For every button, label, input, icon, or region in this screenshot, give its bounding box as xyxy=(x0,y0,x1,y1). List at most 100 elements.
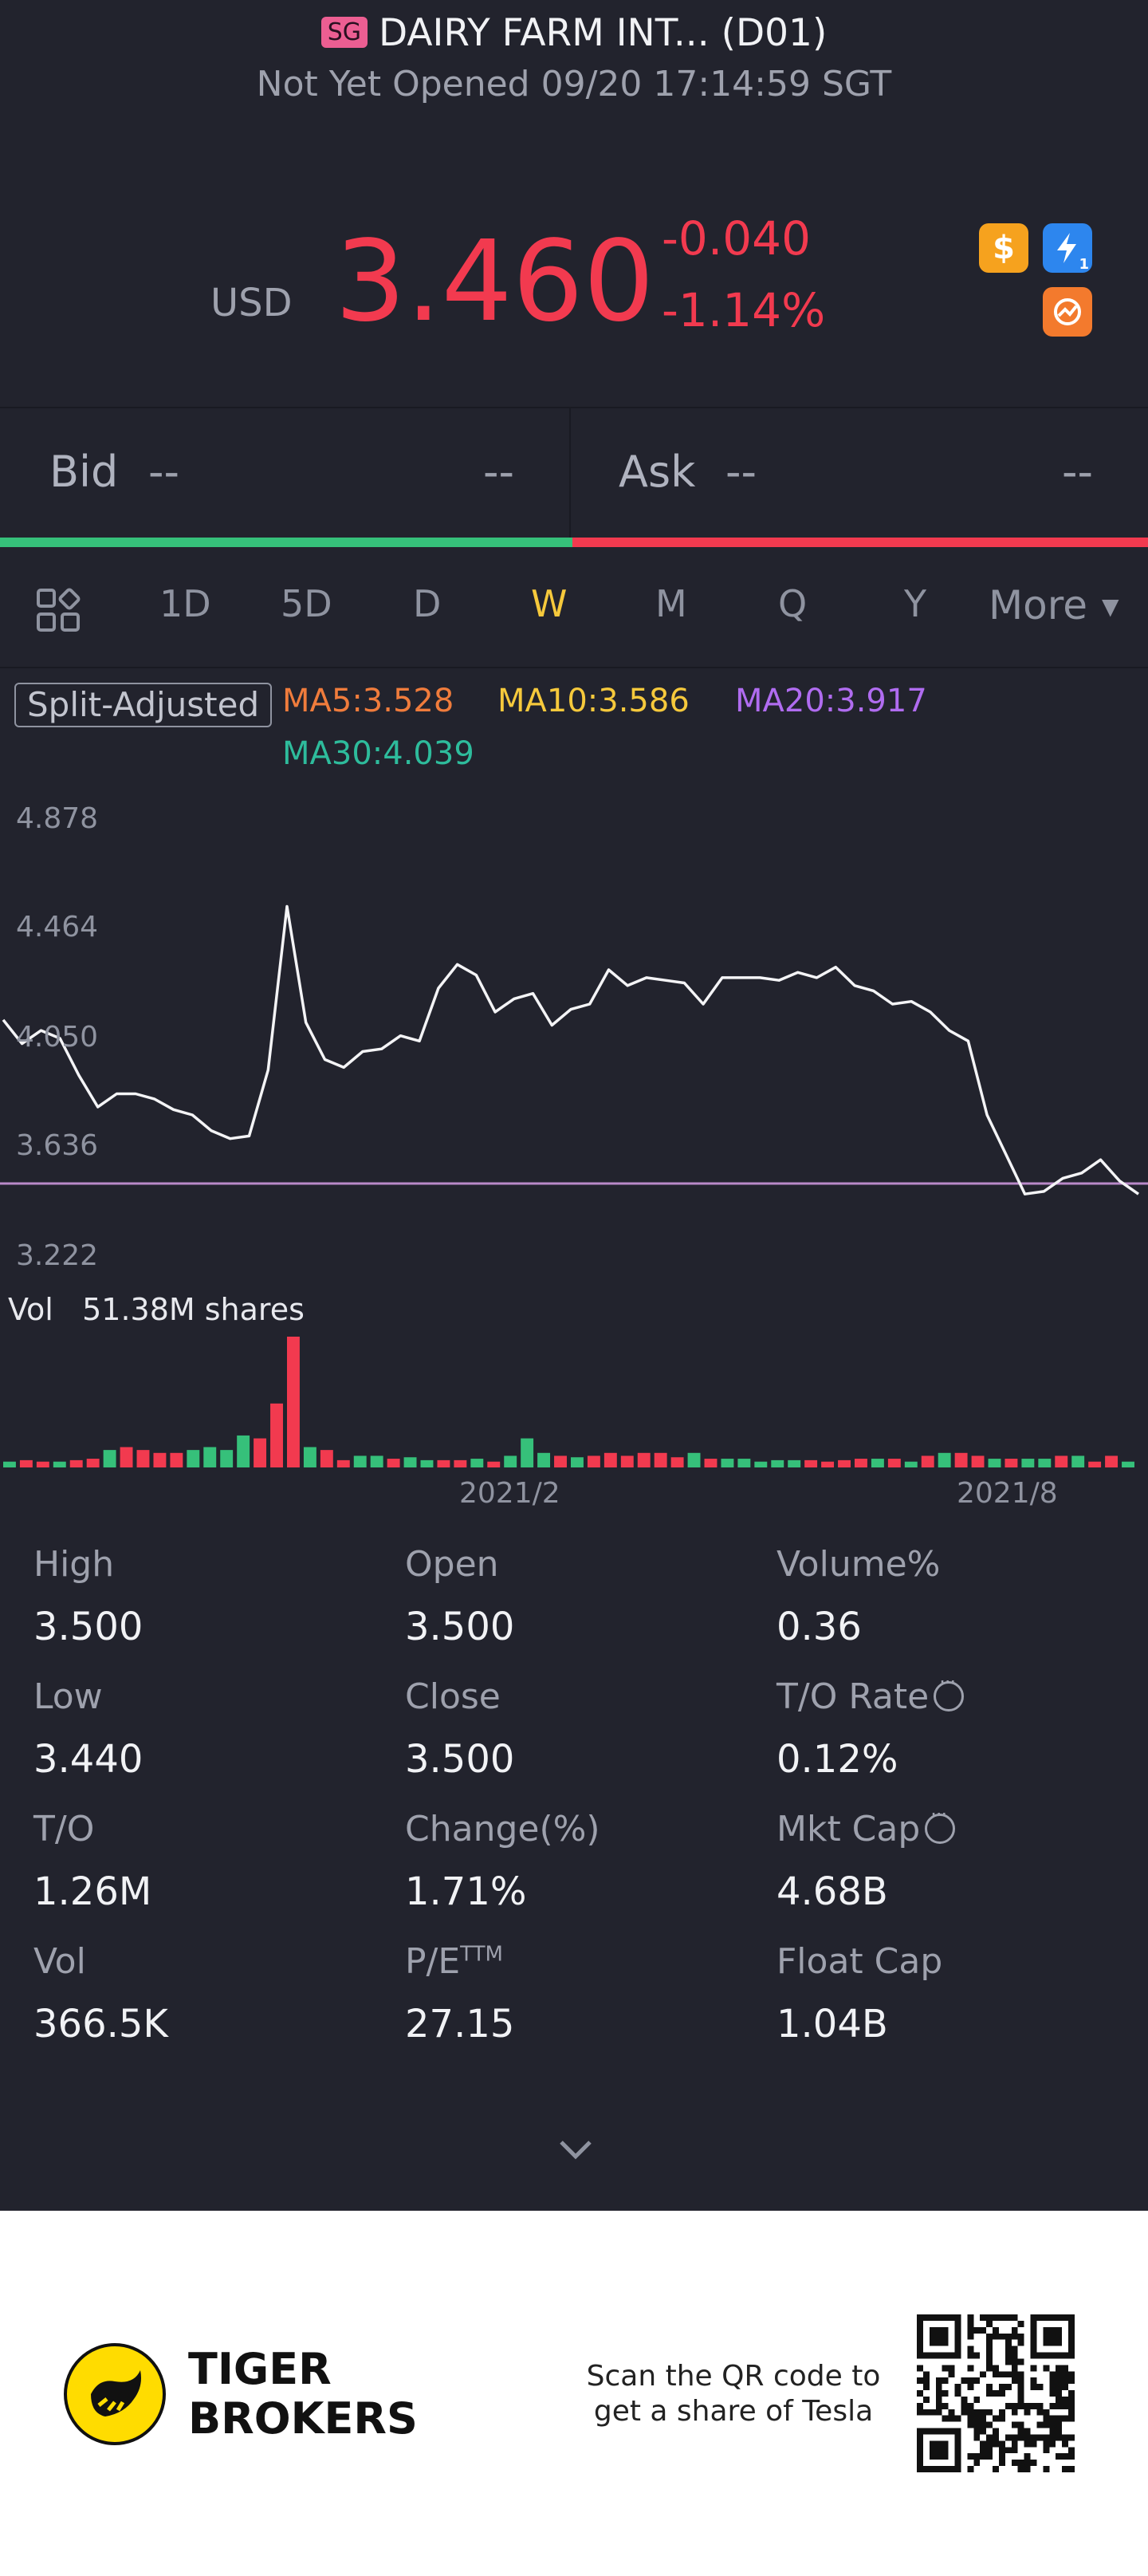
volume-bar xyxy=(754,1461,768,1467)
volume-bar xyxy=(654,1452,667,1467)
volume-bar xyxy=(1105,1455,1119,1467)
volume-bar xyxy=(687,1452,701,1467)
volume-bar xyxy=(1005,1459,1018,1467)
tab-1d[interactable]: 1D xyxy=(159,582,211,625)
volume-bar xyxy=(237,1435,250,1467)
more-dropdown[interactable]: More ▼ xyxy=(989,582,1119,628)
volume-bar xyxy=(287,1337,300,1467)
ask-volume-bar xyxy=(572,538,1148,547)
volume-bar xyxy=(921,1455,934,1467)
split-adjusted-button[interactable]: Split-Adjusted xyxy=(14,683,273,727)
volume-bar xyxy=(220,1450,234,1467)
volume-bar xyxy=(1038,1459,1052,1467)
stat-label: High xyxy=(33,1544,115,1585)
volume-bar xyxy=(1088,1461,1102,1467)
volume-bar xyxy=(1122,1461,1134,1467)
volume-bar xyxy=(521,1438,534,1467)
volume-bar xyxy=(370,1455,383,1467)
tiger-logo-icon xyxy=(64,2343,166,2445)
stat-label-sup: TTM xyxy=(460,1942,503,1967)
tab-5d[interactable]: 5D xyxy=(281,582,332,625)
more-info-icon[interactable] xyxy=(934,1671,965,1711)
brand-line2: BROKERS xyxy=(188,2393,418,2444)
volume-bar xyxy=(136,1450,150,1467)
volume-bar xyxy=(120,1447,133,1467)
volume-bar xyxy=(838,1459,851,1467)
volume-value: 51.38M shares xyxy=(82,1292,305,1327)
stat-label: Change(%) xyxy=(405,1809,600,1849)
volume-bar xyxy=(420,1459,434,1467)
price-chart[interactable] xyxy=(0,798,1148,1276)
stat-value: 3.440 xyxy=(33,1737,144,1782)
volume-bar xyxy=(203,1447,217,1467)
volume-bar xyxy=(53,1461,66,1467)
stat-label: Low xyxy=(33,1676,103,1717)
sync-icon[interactable] xyxy=(1043,287,1092,337)
brand-name: TIGER BROKERS xyxy=(188,2345,418,2444)
chevron-down-icon[interactable] xyxy=(558,2137,593,2161)
volume-bar xyxy=(887,1459,901,1467)
ma30-value: MA30:4.039 xyxy=(282,735,474,772)
volume-bar xyxy=(3,1461,16,1467)
volume-bar xyxy=(1071,1455,1085,1467)
more-info-icon[interactable] xyxy=(925,1803,956,1844)
currency-label: USD xyxy=(210,281,293,325)
y-tick: 4.050 xyxy=(16,1021,99,1054)
tab-q[interactable]: Q xyxy=(778,582,808,625)
volume-bar xyxy=(254,1438,267,1467)
market-badge: SG xyxy=(320,17,368,48)
flash-icon[interactable]: 1 xyxy=(1043,223,1092,273)
stat-value: 0.36 xyxy=(776,1605,862,1649)
stat-value: 3.500 xyxy=(405,1737,515,1782)
grid-icon[interactable] xyxy=(35,587,83,635)
stat-value: 27.15 xyxy=(405,2002,515,2046)
stat-value: 3.500 xyxy=(33,1605,144,1649)
more-label: More xyxy=(989,582,1087,628)
ma20-value: MA20:3.917 xyxy=(735,683,927,719)
stat-value: 1.71% xyxy=(405,1869,527,1914)
tab-w[interactable]: W xyxy=(531,582,568,625)
price-change: -0.040 xyxy=(662,211,811,266)
stock-title: SG DAIRY FARM INT... (D01) xyxy=(0,11,1148,55)
volume-bar xyxy=(86,1459,100,1467)
volume-bar xyxy=(487,1461,501,1467)
volume-bar xyxy=(771,1459,784,1467)
volume-bar xyxy=(821,1461,835,1467)
tab-d[interactable]: D xyxy=(413,582,442,625)
x-tick: 2021/8 xyxy=(957,1477,1058,1510)
y-tick: 4.464 xyxy=(16,911,99,943)
market-status: Not Yet Opened 09/20 17:14:59 SGT xyxy=(256,64,892,104)
bid-label: Bid xyxy=(49,447,119,497)
volume-bar xyxy=(153,1452,167,1467)
volume-bar xyxy=(554,1455,567,1467)
stat-label: Float Cap xyxy=(776,1941,943,1982)
price-change-percent: -1.14% xyxy=(662,283,826,337)
volume-bar xyxy=(971,1455,985,1467)
scan-line2: get a share of Tesla xyxy=(593,2395,874,2428)
divider xyxy=(0,407,1148,408)
divider xyxy=(569,408,571,538)
tab-m[interactable]: M xyxy=(655,582,687,625)
scan-promo-text: Scan the QR code to get a share of Tesla xyxy=(558,2359,909,2429)
tab-y[interactable]: Y xyxy=(904,582,927,625)
stat-label: Mkt Cap xyxy=(776,1803,956,1849)
dollar-icon[interactable]: $ xyxy=(979,223,1028,273)
volume-bar xyxy=(387,1459,400,1467)
stat-value: 0.12% xyxy=(776,1737,898,1782)
period-tabs xyxy=(0,547,1148,668)
y-tick: 3.222 xyxy=(16,1239,99,1272)
volume-bar xyxy=(36,1461,49,1467)
stat-label: Vol xyxy=(33,1941,86,1982)
volume-bar xyxy=(670,1457,684,1467)
y-tick: 4.878 xyxy=(16,802,99,835)
volume-bar xyxy=(1021,1459,1035,1467)
volume-bar xyxy=(587,1455,600,1467)
flash-sub: 1 xyxy=(1079,256,1089,273)
dropdown-caret-icon: ▼ xyxy=(1101,593,1119,620)
bid-size: -- xyxy=(483,447,514,497)
volume-bar xyxy=(721,1459,734,1467)
volume-bar xyxy=(988,1459,1001,1467)
qr-code xyxy=(917,2314,1075,2472)
last-price: 3.460 xyxy=(335,217,655,347)
stat-value: 1.04B xyxy=(776,2002,888,2046)
